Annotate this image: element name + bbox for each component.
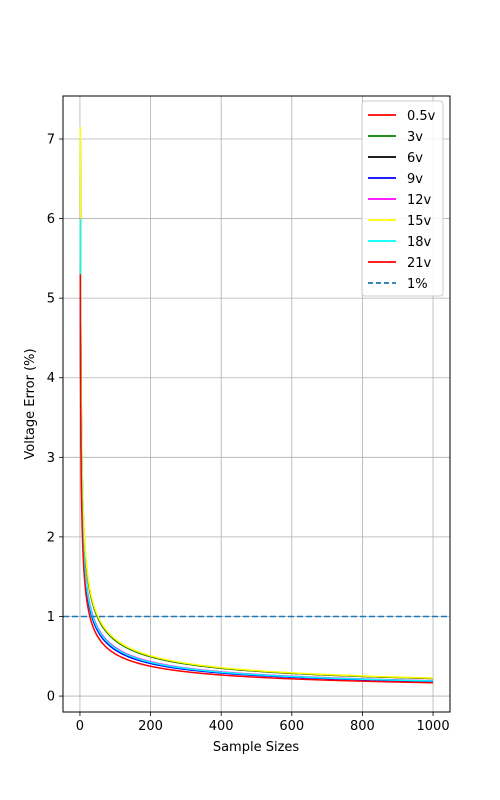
x-tick-label: 1000 (417, 719, 450, 734)
series-line-18v (79, 218, 434, 682)
legend-label-12v: 12v (407, 193, 432, 208)
legend-label-1: 1% (407, 277, 428, 292)
legend-label-15v: 15v (407, 214, 432, 229)
series-line-21v (79, 274, 434, 684)
legend-label-6v: 6v (407, 151, 423, 166)
legend-label-3v: 3v (407, 130, 423, 145)
series-layer (63, 127, 450, 684)
legend-label-18v: 18v (407, 235, 432, 250)
series-line-15v (79, 127, 434, 679)
y-tick-label: 6 (47, 212, 55, 227)
y-tick-label: 5 (47, 292, 55, 307)
y-tick-label: 2 (47, 530, 55, 545)
x-tick-label: 400 (209, 719, 234, 734)
x-tick-label: 600 (279, 719, 304, 734)
y-tick-label: 4 (47, 371, 55, 386)
y-axis-label: Voltage Error (%) (23, 348, 38, 459)
plot-frame (62, 95, 451, 713)
legend-box (361, 100, 444, 297)
y-tick-label: 0 (47, 690, 55, 705)
axis-ticks: 0 200 400 600 800 1000 0 1 2 3 4 5 6 7 (47, 132, 450, 734)
y-tick-label: 3 (47, 451, 55, 466)
legend-label-9v: 9v (407, 172, 423, 187)
legend: 0.5v 3v 6v 9v 12v 15v 18v 21v 1% (361, 100, 444, 297)
legend-label-0-5v: 0.5v (407, 109, 436, 124)
x-tick-label: 200 (138, 719, 163, 734)
legend-label-21v: 21v (407, 256, 432, 271)
y-tick-label: 1 (47, 610, 55, 625)
y-tick-label: 7 (47, 132, 55, 147)
x-tick-label: 800 (350, 719, 375, 734)
x-axis-label: Sample Sizes (213, 740, 300, 755)
x-tick-label: 0 (76, 719, 84, 734)
